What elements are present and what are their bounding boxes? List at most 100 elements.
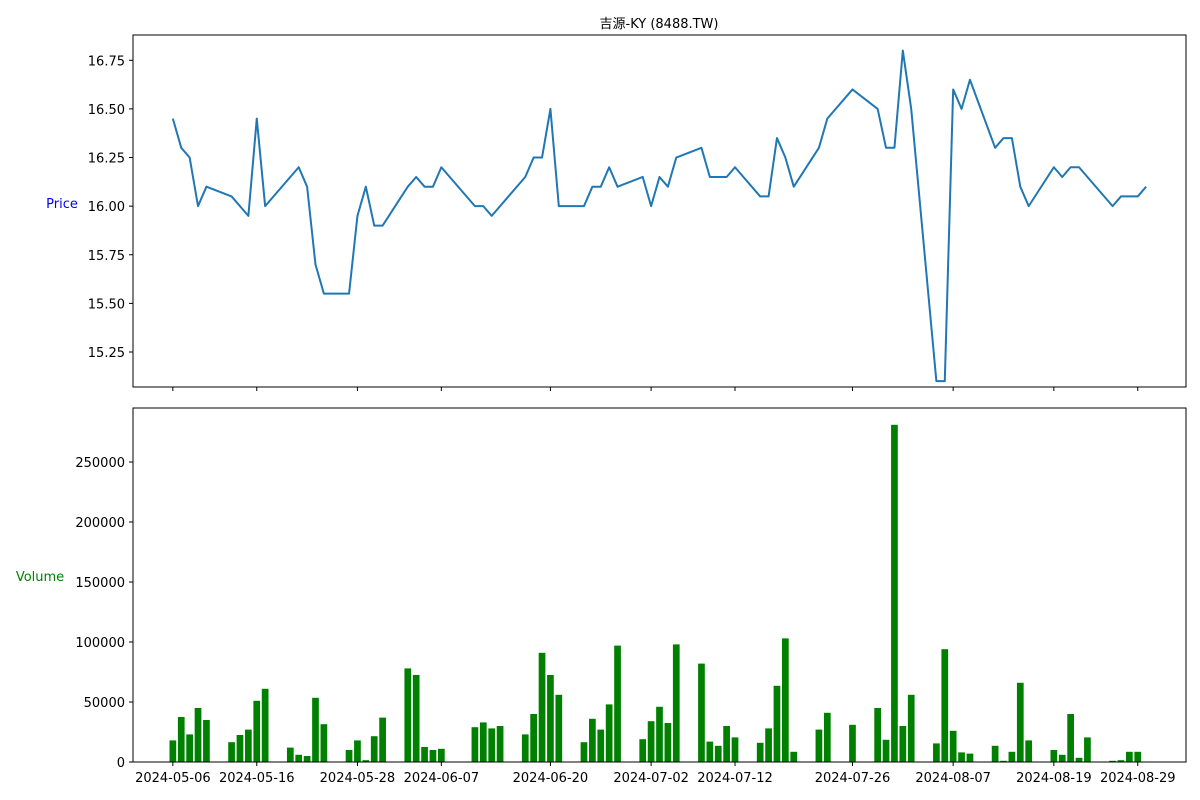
volume-y-axis: 0 50000 100000 150000 200000 250000 bbox=[75, 456, 133, 771]
volume-bar bbox=[933, 743, 940, 762]
volume-y-tick-label: 150000 bbox=[75, 576, 125, 591]
x-tick-label: 2024-05-28 bbox=[320, 771, 396, 786]
volume-bar bbox=[949, 730, 957, 762]
price-plot-area bbox=[171, 49, 1147, 383]
volume-bar bbox=[496, 726, 504, 762]
volume-bar bbox=[823, 712, 831, 762]
volume-bar bbox=[203, 720, 210, 762]
volume-bar bbox=[639, 739, 647, 762]
volume-bar bbox=[471, 727, 479, 762]
volume-bar bbox=[421, 747, 428, 762]
volume-bar bbox=[186, 734, 193, 762]
volume-bar bbox=[194, 708, 202, 762]
volume-y-tick-label: 200000 bbox=[75, 516, 125, 531]
price-panel: 15.25 15.50 15.75 16.00 16.25 16.50 16.75 Pric… bbox=[46, 34, 1187, 391]
price-ylabel: Price bbox=[46, 197, 78, 212]
volume-bar bbox=[706, 741, 714, 762]
volume-bar bbox=[286, 747, 294, 762]
volume-bar bbox=[345, 750, 353, 762]
volume-bar bbox=[555, 694, 563, 762]
volume-bar bbox=[580, 742, 588, 762]
price-y-tick-label: 16.25 bbox=[88, 152, 125, 167]
volume-bar bbox=[320, 724, 328, 762]
volume-bar bbox=[228, 742, 235, 762]
volume-bar bbox=[379, 717, 386, 762]
volume-bar bbox=[261, 688, 269, 762]
volume-bar bbox=[907, 694, 915, 762]
price-y-axis: 15.25 15.50 15.75 16.00 16.25 16.50 16.75 bbox=[88, 54, 133, 361]
volume-bar bbox=[891, 424, 898, 762]
volume-bar bbox=[1117, 760, 1125, 762]
volume-bar bbox=[362, 760, 370, 762]
price-y-tick-label: 15.50 bbox=[88, 297, 125, 312]
volume-bar bbox=[597, 729, 605, 762]
volume-bar bbox=[538, 652, 546, 762]
volume-bar bbox=[437, 748, 445, 762]
price-axes-frame bbox=[132, 34, 1187, 388]
volume-bar bbox=[773, 685, 781, 762]
volume-bar bbox=[874, 708, 882, 762]
volume-bar bbox=[1067, 714, 1074, 762]
volume-bar bbox=[1058, 754, 1066, 762]
volume-bar bbox=[1016, 682, 1024, 762]
volume-bar bbox=[966, 753, 974, 762]
volume-y-tick-label: 250000 bbox=[75, 456, 125, 471]
volume-bar bbox=[723, 726, 730, 762]
chart-title: 吉源-KY (8488.TW) bbox=[600, 17, 719, 32]
price-series-line bbox=[171, 49, 1147, 383]
volume-bar bbox=[1050, 750, 1058, 762]
volume-bar bbox=[1008, 751, 1016, 762]
volume-bar bbox=[429, 750, 437, 762]
price-y-tick-label: 16.50 bbox=[88, 103, 125, 118]
volume-bar bbox=[479, 722, 487, 762]
volume-bar bbox=[672, 644, 680, 762]
volume-bar bbox=[303, 756, 311, 762]
volume-x-axis: 2024-05-06 2024-05-16 2024-05-28 2024-06-07… bbox=[135, 762, 1176, 786]
x-tick-label: 2024-07-26 bbox=[815, 771, 891, 786]
volume-bar bbox=[849, 724, 856, 762]
price-y-tick-label: 16.00 bbox=[88, 200, 125, 215]
volume-y-tick-label: 50000 bbox=[84, 696, 125, 711]
price-y-tick-label: 15.25 bbox=[88, 346, 125, 361]
volume-bar bbox=[941, 649, 949, 762]
x-tick-label: 2024-07-02 bbox=[613, 771, 689, 786]
volume-bar bbox=[899, 726, 907, 762]
volume-bar bbox=[404, 668, 412, 762]
volume-bar bbox=[253, 700, 261, 762]
volume-bar bbox=[236, 735, 244, 762]
volume-bar bbox=[589, 718, 596, 762]
volume-bar bbox=[1084, 737, 1091, 762]
volume-bar bbox=[790, 751, 798, 762]
x-tick-label: 2024-08-19 bbox=[1016, 771, 1092, 786]
volume-bar bbox=[169, 740, 177, 762]
volume-bar bbox=[521, 734, 529, 762]
price-y-tick-label: 15.75 bbox=[88, 249, 125, 264]
volume-bar bbox=[756, 742, 764, 762]
volume-bar bbox=[958, 752, 965, 762]
x-tick-label: 2024-08-29 bbox=[1100, 771, 1176, 786]
volume-bar bbox=[765, 728, 772, 762]
volume-bar bbox=[547, 675, 554, 762]
volume-bar bbox=[1134, 751, 1142, 762]
x-tick-label: 2024-05-06 bbox=[135, 771, 211, 786]
volume-ylabel: Volume bbox=[16, 570, 64, 585]
volume-bar bbox=[412, 675, 420, 762]
volume-axes-frame bbox=[132, 407, 1187, 763]
volume-y-tick-label: 0 bbox=[117, 756, 125, 771]
volume-bar bbox=[1109, 760, 1116, 762]
volume-bar bbox=[177, 717, 185, 762]
volume-bar bbox=[1000, 760, 1007, 762]
volume-bar bbox=[991, 745, 999, 762]
x-tick-label: 2024-06-07 bbox=[404, 771, 480, 786]
volume-bar bbox=[1075, 757, 1083, 762]
volume-bar bbox=[530, 714, 537, 762]
volume-bar bbox=[647, 721, 655, 762]
volume-plot-area bbox=[169, 424, 1142, 762]
volume-bar bbox=[488, 728, 496, 762]
volume-bar bbox=[698, 663, 705, 762]
volume-bar bbox=[614, 645, 621, 762]
volume-bar bbox=[605, 704, 613, 762]
volume-bar bbox=[245, 729, 252, 762]
price-y-tick-label: 16.75 bbox=[88, 54, 125, 69]
